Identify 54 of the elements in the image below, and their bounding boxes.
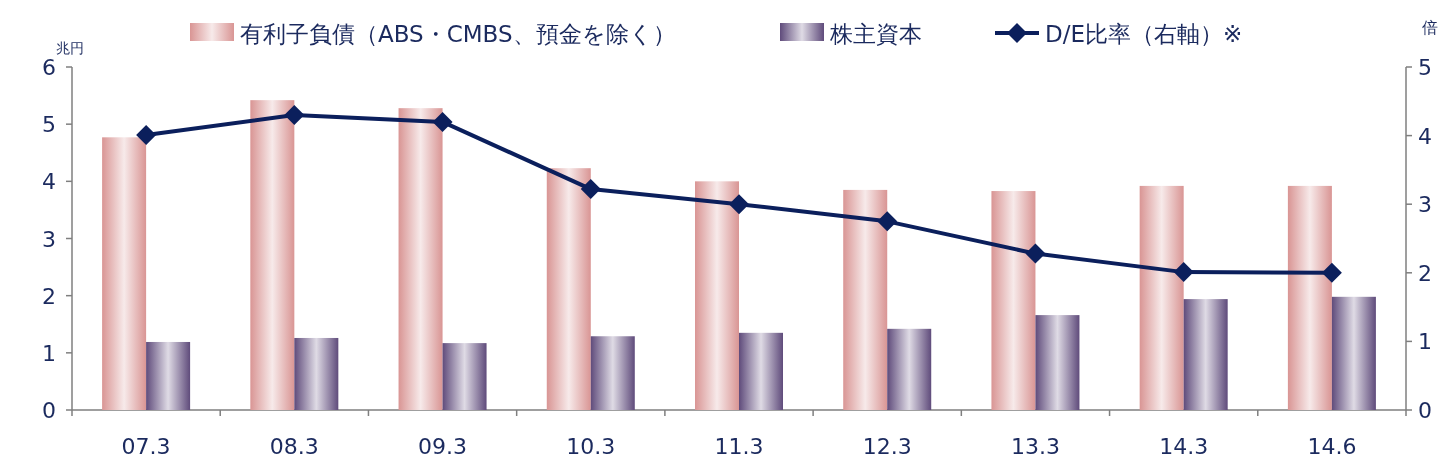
point: [432, 111, 453, 132]
y2-tick-label: 0: [1418, 398, 1432, 423]
y2-tick-label: 2: [1418, 260, 1432, 286]
bar: [991, 191, 1036, 410]
point: [1173, 262, 1194, 283]
bar: [146, 341, 191, 410]
legend-label: 有利子負債（ABS・CMBS、預金を除く）: [240, 21, 676, 47]
y2-axis-title: 倍: [1422, 18, 1438, 37]
bar: [294, 337, 339, 410]
point: [877, 211, 898, 232]
y2-tick-label: 5: [1418, 55, 1432, 80]
bar: [442, 343, 487, 410]
bar: [1331, 296, 1376, 410]
x-tick-label: 11.3: [714, 434, 764, 459]
bar: [843, 189, 888, 410]
bar: [590, 336, 635, 410]
x-tick-label: 14.3: [1159, 434, 1209, 459]
y-tick-label: 3: [42, 226, 56, 252]
x-tick-label: 09.3: [418, 434, 468, 459]
y-tick-label: 6: [42, 55, 56, 80]
point: [1025, 243, 1046, 264]
y2-tick-label: 3: [1418, 192, 1432, 218]
point: [580, 179, 601, 200]
y2-tick-label: 1: [1418, 329, 1432, 355]
x-tick-label: 10.3: [566, 434, 616, 459]
legend-label: 株主資本: [829, 21, 922, 47]
y-tick-label: 1: [42, 340, 56, 366]
bar: [1183, 299, 1228, 410]
x-tick-label: 13.3: [1010, 434, 1060, 459]
bar: [398, 108, 443, 410]
y-axis-title: 兆円: [56, 40, 84, 56]
point: [1321, 262, 1342, 283]
point: [729, 194, 749, 215]
bar: [1035, 315, 1080, 410]
x-tick-label: 08.3: [269, 434, 319, 459]
y-tick-label: 2: [42, 283, 56, 309]
bar: [695, 181, 739, 410]
y-tick-label: 0: [42, 398, 56, 423]
bar: [887, 328, 932, 410]
point: [284, 105, 305, 126]
bar: [1139, 185, 1184, 410]
x-tick-label: 12.3: [862, 434, 912, 459]
y-tick-label: 5: [42, 112, 56, 138]
bar: [250, 100, 295, 410]
bar: [546, 168, 591, 410]
bar: [102, 137, 147, 410]
y-tick-label: 4: [42, 169, 56, 195]
point: [136, 124, 157, 145]
bar: [739, 332, 783, 410]
y2-tick-label: 4: [1418, 123, 1432, 149]
x-tick-label: 07.3: [121, 434, 171, 459]
x-tick-label: 14.6: [1307, 434, 1357, 459]
legend-label: D/E比率（右軸）※: [1045, 21, 1243, 47]
bar: [1287, 185, 1332, 410]
